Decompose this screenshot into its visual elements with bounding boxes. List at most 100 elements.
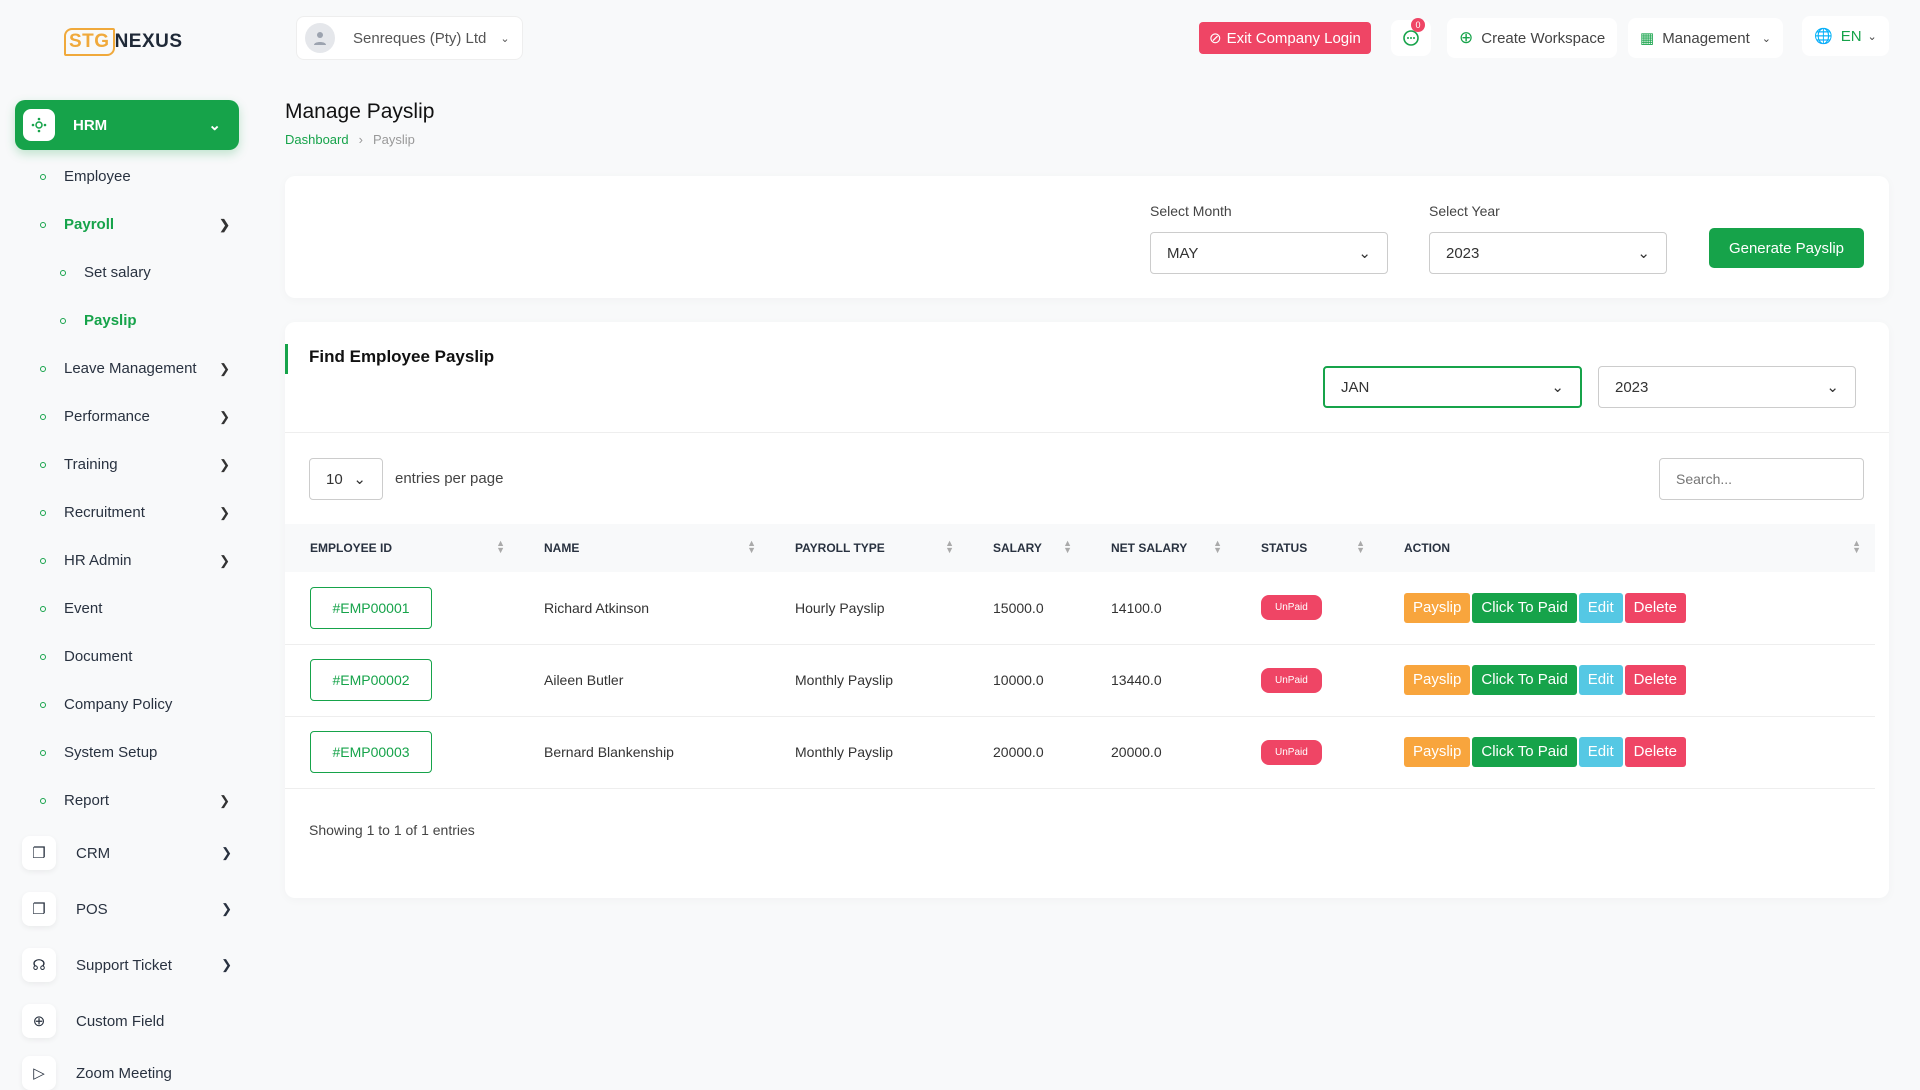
delete-button[interactable]: Delete (1624, 592, 1687, 623)
sidebar-item-performance[interactable]: Performance ❯ (40, 408, 230, 425)
sidebar-item-label: Performance (64, 408, 150, 425)
sidebar-item-crm[interactable]: ❐ CRM ❯ (22, 836, 232, 870)
sidebar-item-label: HR Admin (64, 552, 132, 569)
click-to-paid-button[interactable]: Click To Paid (1472, 737, 1577, 767)
cell-status: UnPaid (1236, 644, 1379, 717)
video-icon: ▷ (22, 1056, 56, 1090)
cell-net-salary: 20000.0 (1086, 716, 1236, 789)
sidebar-item-recruitment[interactable]: Recruitment ❯ (40, 504, 230, 521)
sidebar-item-zoom-meeting[interactable]: ▷ Zoom Meeting (22, 1056, 232, 1090)
header-label: STATUS (1261, 541, 1308, 555)
column-header-status[interactable]: STATUS ▲ ▼ (1236, 524, 1379, 572)
cell-employee-id: #EMP00003 (285, 716, 519, 789)
filter-month-dropdown[interactable]: JAN ⌄ (1323, 366, 1582, 408)
sidebar-item-payroll[interactable]: Payroll ❯ (40, 216, 230, 233)
employee-id-button[interactable]: #EMP00002 (310, 659, 432, 701)
plus-circle-icon: ⊕ (1459, 28, 1474, 47)
column-header-payroll-type[interactable]: PAYROLL TYPE ▲ ▼ (770, 524, 968, 572)
sidebar-item-document[interactable]: Document (40, 648, 230, 665)
sidebar-item-label: Set salary (84, 264, 151, 281)
sidebar-item-support-ticket[interactable]: ☊ Support Ticket ❯ (22, 948, 232, 982)
cell-name: Richard Atkinson (519, 572, 770, 645)
sidebar-item-label: Recruitment (64, 504, 145, 521)
column-header-net-salary[interactable]: NET SALARY ▲ ▼ (1086, 524, 1236, 572)
select-month-label: Select Month (1150, 203, 1232, 219)
chevron-right-icon: ❯ (219, 360, 230, 376)
find-payslip-card: Find Employee Payslip JAN ⌄ 2023 ⌄ 10 ⌄ ent… (285, 322, 1889, 898)
payslip-button[interactable]: Payslip (1404, 592, 1471, 623)
sidebar-item-employee[interactable]: Employee (40, 168, 230, 185)
delete-button[interactable]: Delete (1624, 665, 1687, 695)
sidebar-item-payslip[interactable]: Payslip (60, 312, 230, 329)
click-to-paid-button[interactable]: Click To Paid (1472, 665, 1577, 695)
chevron-right-icon: ❯ (219, 504, 230, 520)
entries-per-page-select[interactable]: 10 ⌄ (309, 458, 383, 500)
sidebar-item-hr-admin[interactable]: HR Admin ❯ (40, 552, 230, 569)
language-dropdown[interactable]: 🌐 EN ⌄ (1802, 16, 1889, 56)
cell-payroll-type: Monthly Payslip (770, 716, 968, 789)
sidebar-item-label: Support Ticket (76, 956, 172, 974)
sidebar-item-pos[interactable]: ❐ POS ❯ (22, 892, 232, 926)
sidebar-item-label: Report (64, 792, 110, 809)
edit-button[interactable]: Edit (1578, 665, 1623, 695)
employee-id-button[interactable]: #EMP00003 (310, 731, 432, 773)
sidebar-item-label: System Setup (64, 744, 158, 761)
bullet-icon (40, 413, 46, 420)
management-label: Management (1662, 29, 1750, 47)
sidebar-item-hrm[interactable]: HRM ⌄ (15, 100, 239, 150)
payslip-button[interactable]: Payslip (1404, 665, 1471, 695)
messages-button[interactable]: 0 (1391, 18, 1431, 56)
select-year-dropdown[interactable]: 2023 ⌄ (1429, 232, 1667, 274)
payslip-button[interactable]: Payslip (1404, 737, 1471, 767)
chevron-right-icon: ❯ (221, 901, 232, 916)
column-header-action[interactable]: ACTION ▲ ▼ (1379, 524, 1875, 572)
click-to-paid-button[interactable]: Click To Paid (1472, 592, 1577, 623)
brand-logo[interactable]: STG NEXUS (64, 28, 183, 56)
sidebar-item-report[interactable]: Report ❯ (40, 792, 230, 809)
breadcrumb-current: Payslip (372, 132, 415, 147)
sidebar-item-set-salary[interactable]: Set salary (60, 264, 230, 281)
sidebar-item-company-policy[interactable]: Company Policy (40, 696, 230, 713)
edit-button[interactable]: Edit (1578, 592, 1623, 623)
page-title: Manage Payslip (285, 100, 435, 123)
filter-year-value: 2023 (1615, 378, 1649, 396)
select-month-dropdown[interactable]: MAY ⌄ (1150, 232, 1388, 274)
company-switcher[interactable]: Senreques (Pty) Ltd ⌄ (296, 16, 523, 60)
search-input[interactable] (1659, 458, 1864, 500)
bullet-icon (40, 701, 46, 708)
sidebar-item-event[interactable]: Event (40, 600, 230, 617)
edit-button[interactable]: Edit (1578, 737, 1623, 767)
table-row: #EMP00003 Bernard Blankenship Monthly Pa… (285, 716, 1875, 789)
sidebar-item-leave-management[interactable]: Leave Management ❯ (40, 360, 230, 377)
breadcrumb-dashboard-link[interactable]: Dashboard (285, 132, 349, 147)
sort-icon: ▲ ▼ (1063, 538, 1072, 555)
status-badge: UnPaid (1261, 595, 1322, 621)
sidebar-item-training[interactable]: Training ❯ (40, 456, 230, 473)
exit-company-login-button[interactable]: ⊘ Exit Company Login (1199, 22, 1371, 54)
breadcrumb: Dashboard › Payslip (285, 132, 415, 147)
cell-actions: Payslip Click To Paid Edit Delete (1379, 644, 1875, 717)
column-header-salary[interactable]: SALARY ▲ ▼ (968, 524, 1086, 572)
chevron-down-icon: ⌄ (1551, 379, 1564, 396)
chevron-down-icon: ⌄ (500, 32, 510, 45)
selected-month: MAY (1167, 244, 1199, 262)
delete-button[interactable]: Delete (1624, 737, 1687, 767)
create-workspace-button[interactable]: ⊕ Create Workspace (1447, 18, 1618, 58)
table-header-row: EMPLOYEE ID ▲ ▼ NAME ▲ ▼ PAYROLL TYPE ▲ ▼ SALA… (285, 524, 1875, 572)
cell-name: Aileen Butler (519, 644, 770, 717)
chevron-right-icon: ❯ (219, 408, 230, 424)
generate-payslip-button[interactable]: Generate Payslip (1709, 228, 1864, 268)
management-dropdown[interactable]: ▦ Management ⌄ (1628, 18, 1783, 58)
sort-icon: ▲ ▼ (496, 538, 505, 555)
filter-year-dropdown[interactable]: 2023 ⌄ (1598, 366, 1856, 408)
sidebar-item-custom-field[interactable]: ⊕ Custom Field (22, 1004, 232, 1038)
pagination-info: Showing 1 to 1 of 1 entries (309, 822, 475, 838)
employee-id-button[interactable]: #EMP00001 (310, 586, 432, 629)
status-badge: UnPaid (1261, 739, 1322, 765)
header-label: NET SALARY (1111, 541, 1188, 555)
column-header-employee-id[interactable]: EMPLOYEE ID ▲ ▼ (285, 524, 519, 572)
ban-icon: ⊘ (1209, 30, 1222, 47)
chevron-right-icon: ❯ (221, 845, 232, 860)
column-header-name[interactable]: NAME ▲ ▼ (519, 524, 770, 572)
sidebar-item-system-setup[interactable]: System Setup (40, 744, 230, 761)
